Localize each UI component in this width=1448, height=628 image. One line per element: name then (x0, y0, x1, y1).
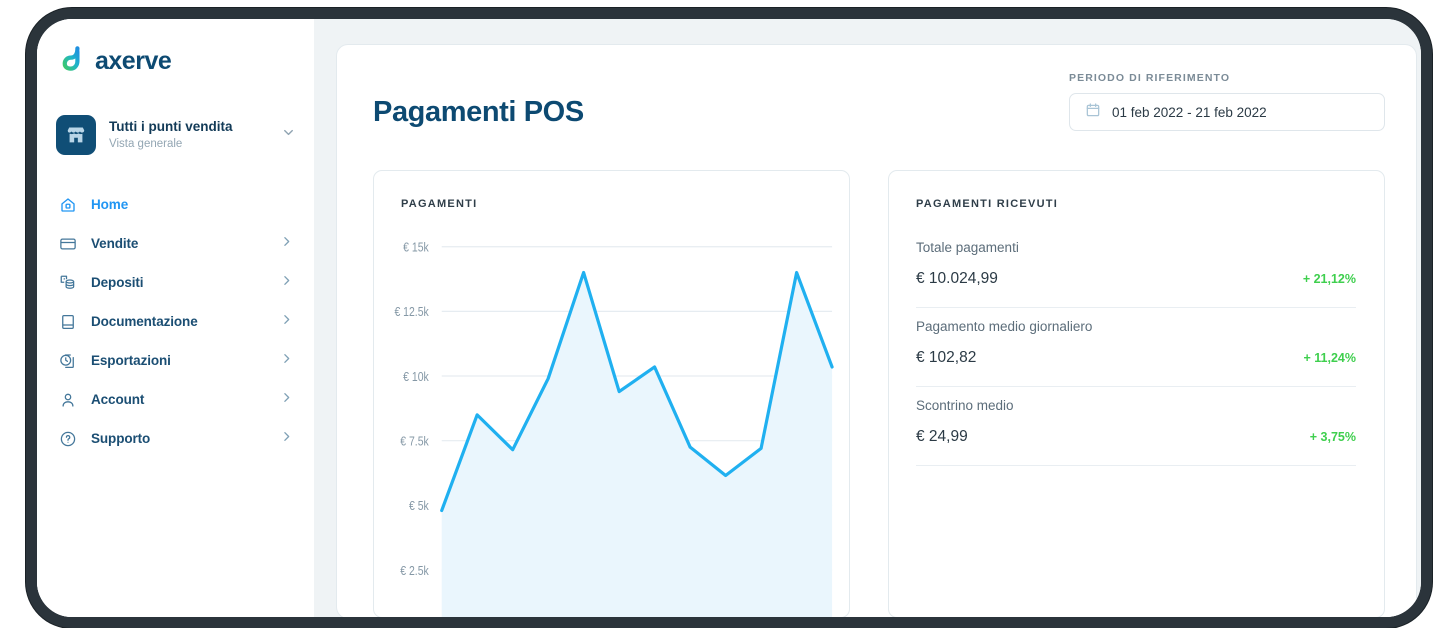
chevron-right-icon[interactable] (280, 352, 293, 370)
chevron-right-icon[interactable] (280, 391, 293, 409)
date-range-picker[interactable]: 01 feb 2022 - 21 feb 2022 (1069, 93, 1385, 131)
sidebar: axerve Tutti i punti vendita Vista gener… (37, 19, 314, 617)
stat-label: Scontrino medio (916, 398, 1014, 413)
y-axis-tick-label: € 5k (409, 499, 429, 513)
sidebar-item-label: Esportazioni (91, 353, 171, 368)
brand-logo[interactable]: axerve (37, 19, 314, 77)
sidebar-item-depositi[interactable]: Depositi (37, 263, 314, 302)
chevron-down-icon[interactable] (281, 125, 296, 145)
period-selector: PERIODO DI RIFERIMENTO 01 feb 2022 - 21 … (1069, 72, 1385, 131)
chevron-right-icon[interactable] (280, 313, 293, 331)
home-icon (59, 196, 77, 214)
stat-value: € 24,99 (916, 428, 968, 445)
store-subtitle: Vista generale (109, 137, 183, 150)
y-axis-tick-label: € 12.5k (394, 305, 428, 319)
person-icon (59, 391, 77, 409)
page-title: Pagamenti POS (373, 96, 584, 128)
axerve-logo-icon (58, 45, 85, 77)
sidebar-item-account[interactable]: Account (37, 380, 314, 419)
chart-line (442, 273, 832, 511)
sidebar-item-label: Home (91, 197, 129, 212)
stat-value: € 10.024,99 (916, 270, 998, 287)
store-title: Tutti i punti vendita (109, 118, 233, 134)
screen: axerve Tutti i punti vendita Vista gener… (37, 19, 1421, 617)
database-icon (59, 274, 77, 292)
sidebar-item-label: Documentazione (91, 314, 198, 329)
chart-area-fill (441, 272, 833, 617)
chart-card-title: PAGAMENTI (401, 198, 478, 210)
payments-chart-card: PAGAMENTI € 15k € 12.5k € 10k € 7.5k € 5k € 2… (373, 170, 850, 617)
payments-received-card: PAGAMENTI RICEVUTI Totale pagamenti € 10… (888, 170, 1385, 617)
cards-row: PAGAMENTI € 15k € 12.5k € 10k € 7.5k € 5k € 2… (373, 170, 1385, 617)
stat-label: Totale pagamenti (916, 240, 1019, 255)
sidebar-item-vendite[interactable]: Vendite (37, 224, 314, 263)
stat-label: Pagamento medio giornaliero (916, 319, 1093, 334)
sidebar-item-esportazioni[interactable]: Esportazioni (37, 341, 314, 380)
sidebar-item-documentazione[interactable]: Documentazione (37, 302, 314, 341)
y-axis-tick-label: € 2.5k (400, 564, 429, 578)
stats-list: Totale pagamenti € 10.024,99 + 21,12% Pa… (889, 210, 1384, 466)
sidebar-item-label: Depositi (91, 275, 144, 290)
chart-svg: € 15k € 12.5k € 10k € 7.5k € 5k € 2.5k (394, 241, 849, 617)
date-range-value: 01 feb 2022 - 21 feb 2022 (1112, 104, 1267, 120)
payments-chart[interactable]: € 15k € 12.5k € 10k € 7.5k € 5k € 2.5k (374, 219, 849, 617)
stats-card-title: PAGAMENTI RICEVUTI (916, 198, 1059, 210)
clock-document-icon (59, 352, 77, 370)
book-icon (59, 313, 77, 331)
period-label: PERIODO DI RIFERIMENTO (1069, 72, 1231, 84)
stat-row: Pagamento medio giornaliero € 102,82 + 1… (916, 308, 1356, 387)
y-axis-tick-label: € 7.5k (400, 435, 429, 449)
stat-delta: + 3,75% (1309, 430, 1356, 444)
sidebar-nav: Home Vendite (37, 185, 314, 458)
sidebar-item-label: Supporto (91, 431, 151, 446)
chevron-right-icon[interactable] (280, 235, 293, 253)
store-text: Tutti i punti vendita Vista generale (109, 118, 268, 153)
y-axis-tick-label: € 15k (403, 241, 429, 255)
stat-row: Totale pagamenti € 10.024,99 + 21,12% (916, 228, 1356, 308)
chevron-right-icon[interactable] (280, 274, 293, 292)
calendar-icon (1085, 102, 1101, 123)
store-selector[interactable]: Tutti i punti vendita Vista generale (56, 115, 296, 155)
brand-name: axerve (95, 46, 172, 75)
main-content-panel: Pagamenti POS PERIODO DI RIFERIMENTO 01 … (336, 44, 1417, 617)
y-axis-tick-label: € 10k (403, 370, 429, 384)
stat-delta: + 11,24% (1303, 351, 1356, 365)
question-circle-icon (59, 430, 77, 448)
stat-delta: + 21,12% (1302, 272, 1356, 286)
sidebar-item-supporto[interactable]: Supporto (37, 419, 314, 458)
stat-value: € 102,82 (916, 349, 977, 366)
sidebar-item-label: Account (91, 392, 145, 407)
credit-card-icon (59, 235, 77, 253)
sidebar-item-home[interactable]: Home (37, 185, 314, 224)
store-icon (56, 115, 96, 155)
device-bezel: axerve Tutti i punti vendita Vista gener… (26, 8, 1432, 628)
sidebar-item-label: Vendite (91, 236, 139, 251)
stat-row: Scontrino medio € 24,99 + 3,75% (916, 387, 1356, 466)
chevron-right-icon[interactable] (280, 430, 293, 448)
